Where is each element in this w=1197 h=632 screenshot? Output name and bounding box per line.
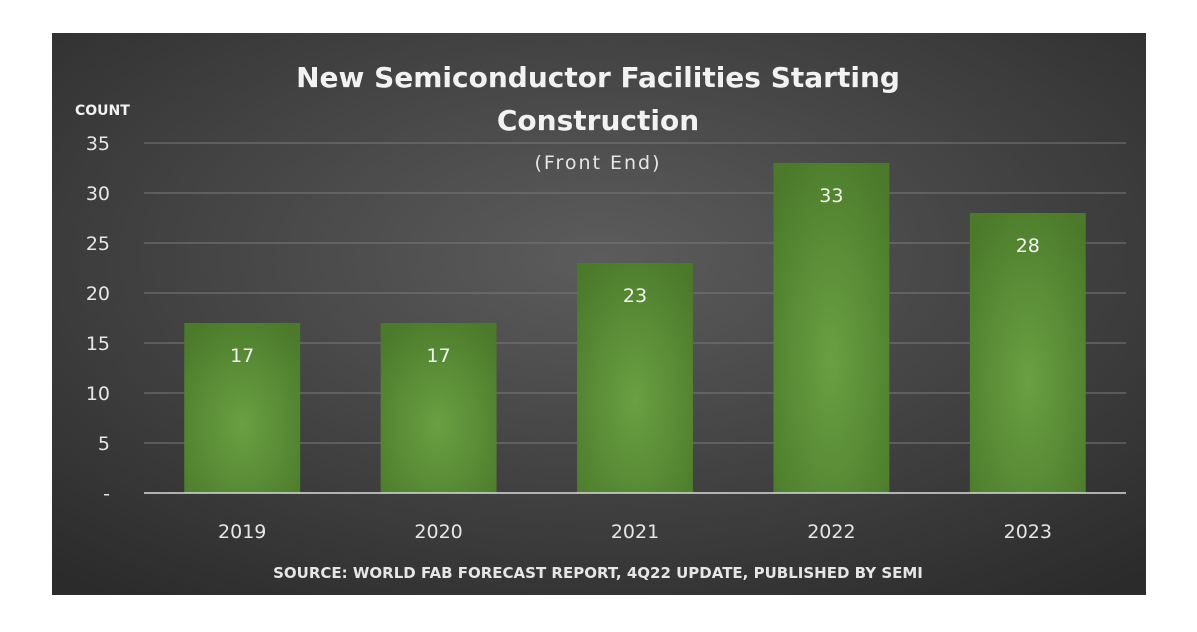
data-label-2022: 33 [819, 185, 843, 207]
bar-2020 [380, 323, 497, 493]
chart-title-line-1: New Semiconductor Facilities Starting [296, 61, 900, 94]
x-tick-label-2021: 2021 [611, 521, 659, 543]
chart-title-line-2: Construction [497, 104, 699, 137]
bars [184, 163, 1086, 493]
x-tick-label-2023: 2023 [1004, 521, 1052, 543]
bar-2021 [577, 263, 693, 493]
y-tick-label-30: 30 [86, 183, 110, 205]
x-tick-label-2019: 2019 [218, 521, 266, 543]
y-tick-label-25: 25 [86, 233, 110, 255]
bar-2019 [184, 323, 301, 493]
y-tick-label-35: 35 [86, 133, 110, 155]
x-tick-label-2020: 2020 [414, 521, 462, 543]
bar-2022 [773, 163, 890, 493]
y-tick-label-5: 5 [98, 433, 110, 455]
y-tick-labels: - 5 10 15 20 25 30 35 [86, 133, 110, 505]
chart-container: -5 10 15 20 25 30 35 2019 2020 2021 2022 2023 17 17… [52, 33, 1146, 595]
y-tick-label-0: - [103, 483, 110, 505]
bar-2023 [969, 213, 1086, 493]
data-label-2023: 28 [1016, 235, 1040, 257]
x-tick-labels: 2019 2020 2021 2022 2023 [218, 521, 1052, 543]
y-tick-label-20: 20 [86, 283, 110, 305]
chart-subtitle: (Front End) [534, 152, 661, 174]
x-tick-label-2022: 2022 [807, 521, 855, 543]
data-label-2019: 17 [230, 345, 254, 367]
data-label-2021: 23 [623, 285, 647, 307]
source-note: SOURCE: WORLD FAB FORECAST REPORT, 4Q22 … [273, 564, 923, 582]
y-axis-label: COUNT [75, 103, 130, 119]
y-tick-label-10: 10 [86, 383, 110, 405]
data-labels: 17 17 23 33 28 [230, 185, 1040, 367]
data-label-2020: 17 [427, 345, 451, 367]
y-tick-label-15: 15 [86, 333, 110, 355]
